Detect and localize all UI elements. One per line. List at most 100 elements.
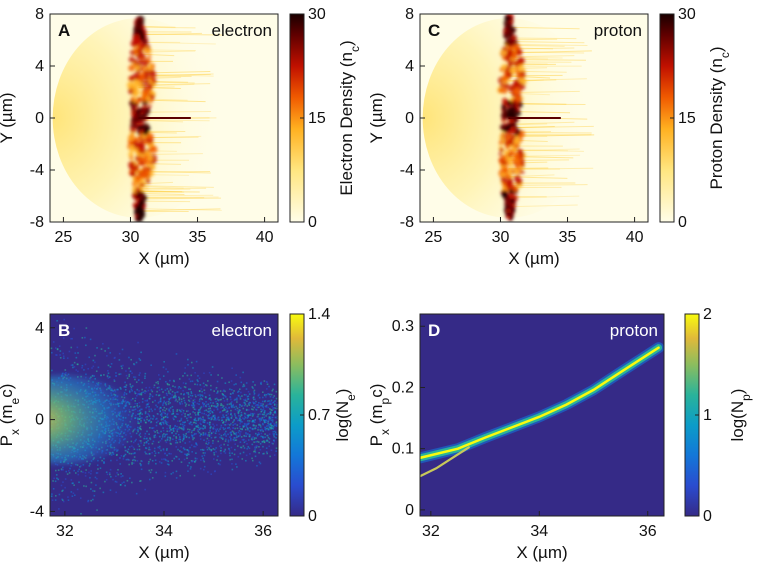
phase-point xyxy=(179,409,181,412)
y-tick-label: -8 xyxy=(30,214,44,231)
phase-point xyxy=(184,386,187,389)
phase-point xyxy=(255,441,257,443)
phase-point xyxy=(71,495,74,498)
phase-point xyxy=(209,412,212,415)
phase-point xyxy=(59,354,61,356)
phase-point xyxy=(256,433,259,436)
phase-point xyxy=(162,448,165,451)
density-blob xyxy=(140,182,145,187)
phase-point xyxy=(102,491,105,494)
density-blob xyxy=(133,137,139,143)
phase-point xyxy=(178,398,181,401)
phase-point xyxy=(250,417,252,420)
y-axis-label-sub: p xyxy=(378,397,392,404)
phase-point xyxy=(93,494,96,497)
phase-point xyxy=(154,459,157,462)
phase-point xyxy=(154,434,157,436)
phase-point xyxy=(169,389,172,391)
phase-point xyxy=(169,410,171,413)
phase-point xyxy=(147,462,150,465)
phase-point xyxy=(139,417,142,420)
phase-point xyxy=(155,424,158,427)
phase-point xyxy=(157,451,160,454)
phase-point xyxy=(254,419,257,421)
phase-point xyxy=(185,432,187,435)
phase-point xyxy=(273,383,276,386)
phase-point xyxy=(153,435,156,437)
phase-point xyxy=(162,427,164,429)
phase-point xyxy=(251,437,253,440)
phase-point xyxy=(231,468,234,471)
phase-point xyxy=(151,390,154,393)
phase-point xyxy=(144,390,146,392)
phase-point xyxy=(138,390,140,392)
phase-point xyxy=(254,402,257,405)
phase-point xyxy=(141,460,143,463)
phase-point xyxy=(175,477,178,479)
phase-point xyxy=(192,421,195,424)
phase-point xyxy=(68,472,71,474)
density-blob xyxy=(147,104,152,108)
phase-point xyxy=(163,433,165,435)
phase-point xyxy=(262,437,265,439)
phase-point xyxy=(246,414,249,417)
phase-point xyxy=(163,396,165,399)
phase-point xyxy=(222,421,225,424)
y-tick-label: 4 xyxy=(35,320,44,337)
density-blob xyxy=(143,140,148,145)
phase-point xyxy=(55,354,57,356)
y-tick-label: 0.3 xyxy=(392,318,414,335)
phase-point xyxy=(67,373,70,376)
phase-point xyxy=(159,378,161,380)
phase-point xyxy=(137,430,139,433)
phase-point xyxy=(263,380,266,382)
phase-point xyxy=(213,390,216,392)
phase-point xyxy=(156,386,159,389)
phase-point xyxy=(233,383,236,386)
phase-point xyxy=(202,402,204,405)
phase-point xyxy=(239,428,242,430)
phase-point xyxy=(119,484,122,486)
phase-point xyxy=(170,428,172,431)
phase-point xyxy=(166,412,169,415)
phase-point xyxy=(209,427,212,430)
phase-point xyxy=(268,441,271,444)
density-blob xyxy=(147,133,154,140)
phase-point xyxy=(179,423,182,425)
phase-point xyxy=(191,460,193,463)
phase-point xyxy=(194,457,197,460)
phase-point xyxy=(208,417,211,420)
y-axis-label: Y (µm) xyxy=(0,92,16,143)
phase-point xyxy=(70,337,72,340)
phase-point xyxy=(158,386,160,389)
y-tick-label: 0 xyxy=(405,110,414,127)
phase-point xyxy=(248,402,250,404)
phase-point xyxy=(125,449,128,452)
phase-point xyxy=(152,440,155,443)
phase-point xyxy=(268,418,271,421)
phase-point xyxy=(239,376,242,379)
phase-point xyxy=(255,446,258,449)
y-tick-label: -4 xyxy=(400,162,414,179)
phase-point xyxy=(273,404,276,406)
phase-point xyxy=(124,388,127,391)
phase-point xyxy=(90,499,92,502)
phase-point xyxy=(220,452,222,455)
phase-point xyxy=(202,405,205,408)
phase-point xyxy=(162,366,165,369)
phase-point xyxy=(133,376,135,378)
phase-point xyxy=(153,450,156,453)
phase-point xyxy=(130,440,133,443)
phase-point xyxy=(75,463,77,466)
phase-point xyxy=(204,434,206,436)
phase-point xyxy=(273,433,276,435)
phase-point xyxy=(212,440,214,442)
dense-front xyxy=(126,15,158,222)
phase-point xyxy=(134,392,137,395)
phase-point xyxy=(235,434,238,436)
phase-point xyxy=(128,459,131,461)
density-blob xyxy=(505,149,510,154)
phase-point xyxy=(276,407,278,410)
phase-point xyxy=(162,391,164,393)
phase-point xyxy=(172,471,174,474)
